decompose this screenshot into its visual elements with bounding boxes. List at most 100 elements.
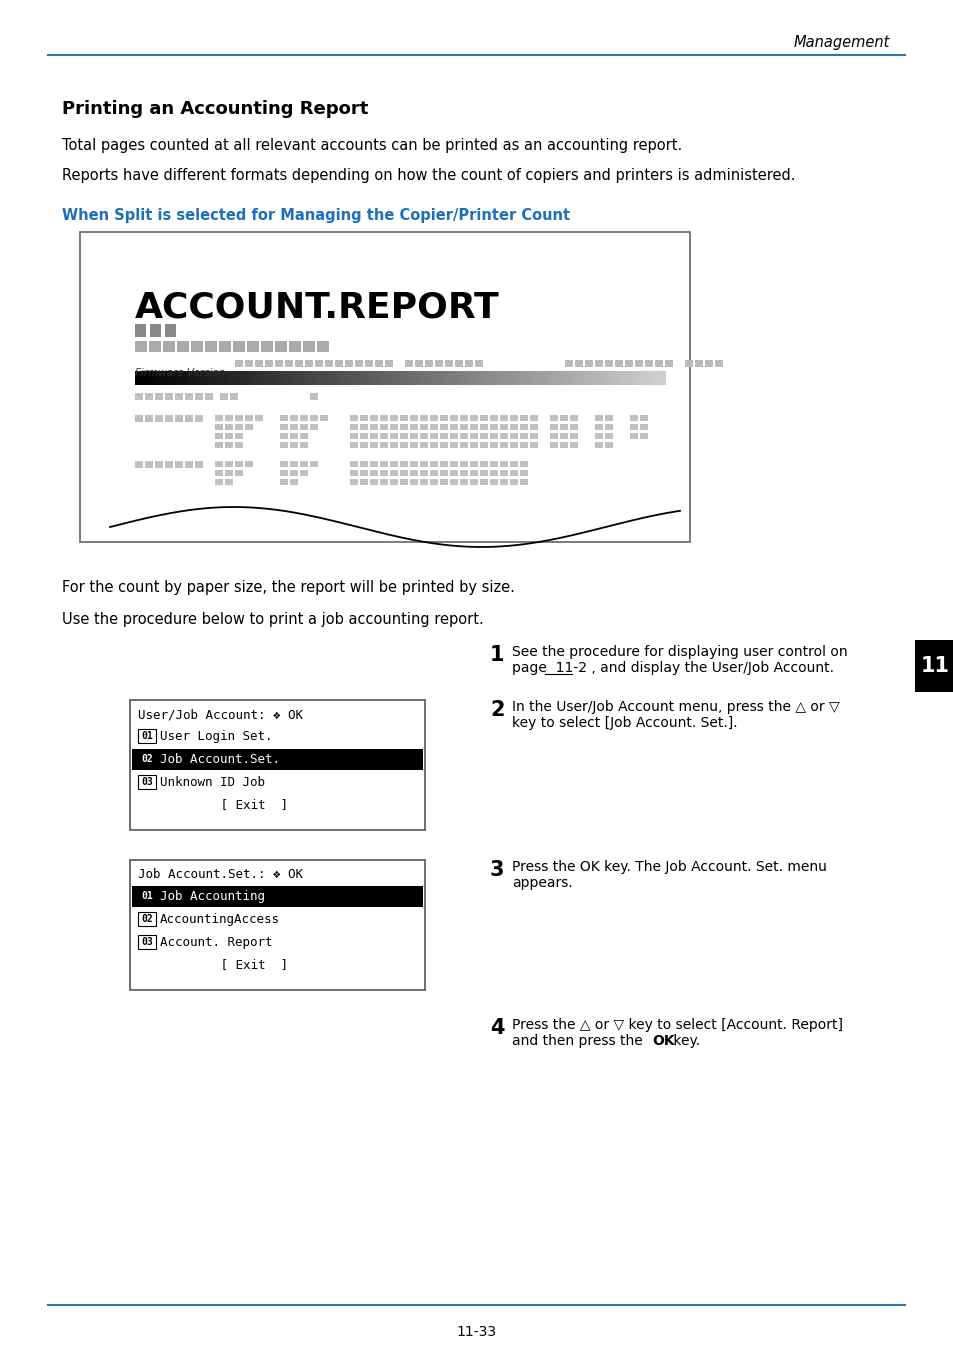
Bar bbox=[510, 460, 517, 467]
Bar bbox=[233, 342, 245, 352]
Bar bbox=[310, 424, 317, 431]
Bar bbox=[655, 360, 662, 367]
Bar bbox=[350, 424, 357, 431]
Text: 01: 01 bbox=[141, 730, 152, 741]
Bar bbox=[519, 424, 527, 431]
Bar bbox=[379, 424, 388, 431]
Bar bbox=[604, 360, 613, 367]
Bar bbox=[519, 441, 527, 448]
Bar bbox=[214, 424, 223, 431]
Bar bbox=[245, 360, 253, 367]
Bar bbox=[410, 441, 417, 448]
Bar bbox=[450, 433, 457, 439]
Text: and then press the: and then press the bbox=[512, 1034, 646, 1048]
Bar bbox=[130, 860, 424, 990]
Bar bbox=[234, 371, 242, 385]
Bar bbox=[470, 424, 477, 431]
Bar bbox=[569, 424, 578, 431]
Text: 4: 4 bbox=[490, 1018, 504, 1038]
Bar bbox=[214, 460, 223, 467]
Bar bbox=[350, 479, 357, 485]
Bar bbox=[225, 441, 233, 448]
Bar bbox=[201, 371, 209, 385]
Bar bbox=[410, 470, 417, 477]
Bar bbox=[419, 460, 428, 467]
Bar bbox=[154, 393, 163, 400]
Bar bbox=[410, 460, 417, 467]
Text: 1: 1 bbox=[490, 645, 504, 666]
Bar bbox=[430, 414, 437, 421]
Bar bbox=[914, 640, 953, 693]
Bar bbox=[459, 470, 468, 477]
Bar bbox=[214, 433, 223, 439]
Bar bbox=[550, 433, 558, 439]
Bar bbox=[651, 371, 659, 385]
Bar bbox=[530, 414, 537, 421]
Bar bbox=[370, 424, 377, 431]
Bar bbox=[385, 360, 393, 367]
Bar bbox=[490, 414, 497, 421]
Bar bbox=[439, 479, 448, 485]
Bar bbox=[550, 441, 558, 448]
Text: page  11-2 , and display the User/Job Account.: page 11-2 , and display the User/Job Acc… bbox=[512, 662, 833, 675]
Bar bbox=[605, 371, 613, 385]
Bar bbox=[290, 460, 297, 467]
Bar bbox=[399, 371, 407, 385]
Text: Account. Report: Account. Report bbox=[160, 936, 273, 949]
Bar bbox=[280, 479, 288, 485]
Bar bbox=[234, 470, 243, 477]
Bar bbox=[410, 414, 417, 421]
Bar bbox=[406, 371, 414, 385]
Bar bbox=[439, 424, 448, 431]
Bar bbox=[419, 424, 428, 431]
Bar bbox=[360, 371, 368, 385]
Text: User Login Set.: User Login Set. bbox=[160, 730, 273, 742]
Bar bbox=[274, 342, 287, 352]
Bar bbox=[459, 414, 468, 421]
Bar bbox=[559, 433, 567, 439]
Bar bbox=[530, 433, 537, 439]
Bar bbox=[410, 433, 417, 439]
Bar bbox=[519, 414, 527, 421]
Text: 03: 03 bbox=[141, 778, 152, 787]
Bar bbox=[479, 470, 488, 477]
Bar bbox=[399, 460, 408, 467]
Bar bbox=[598, 371, 606, 385]
Bar bbox=[419, 433, 428, 439]
Bar bbox=[393, 371, 400, 385]
Bar bbox=[138, 913, 156, 926]
Bar bbox=[595, 414, 602, 421]
Bar bbox=[595, 360, 602, 367]
Bar bbox=[479, 441, 488, 448]
Bar bbox=[565, 371, 573, 385]
Text: 03: 03 bbox=[141, 937, 152, 946]
Bar bbox=[714, 360, 722, 367]
Bar bbox=[181, 371, 189, 385]
Bar bbox=[290, 479, 297, 485]
Bar bbox=[684, 360, 692, 367]
Bar bbox=[280, 414, 288, 421]
Bar bbox=[225, 470, 233, 477]
Bar bbox=[174, 371, 182, 385]
Text: AccountingAccess: AccountingAccess bbox=[160, 913, 280, 926]
Bar bbox=[138, 890, 156, 903]
Bar bbox=[379, 470, 388, 477]
Bar bbox=[430, 460, 437, 467]
Bar bbox=[399, 470, 408, 477]
Bar bbox=[419, 371, 427, 385]
Bar bbox=[446, 371, 454, 385]
Bar bbox=[559, 441, 567, 448]
Bar bbox=[664, 360, 672, 367]
Bar bbox=[280, 371, 288, 385]
Bar bbox=[450, 424, 457, 431]
Bar bbox=[149, 342, 161, 352]
Bar bbox=[430, 433, 437, 439]
Text: appears.: appears. bbox=[512, 876, 572, 890]
Bar bbox=[430, 424, 437, 431]
Bar bbox=[405, 360, 413, 367]
Bar bbox=[379, 460, 388, 467]
Bar bbox=[310, 393, 317, 400]
Bar bbox=[604, 433, 613, 439]
Bar bbox=[359, 414, 368, 421]
Bar bbox=[569, 414, 578, 421]
